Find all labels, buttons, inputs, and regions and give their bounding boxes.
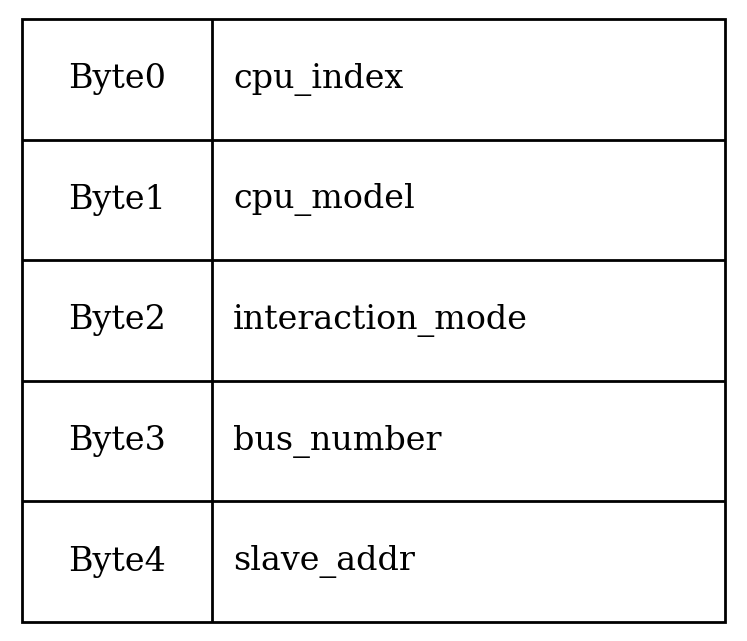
Text: Byte4: Byte4 bbox=[68, 545, 166, 578]
Text: slave_addr: slave_addr bbox=[233, 545, 415, 578]
Text: cpu_index: cpu_index bbox=[233, 63, 403, 96]
Text: interaction_mode: interaction_mode bbox=[233, 304, 528, 337]
Text: bus_number: bus_number bbox=[233, 424, 441, 458]
Text: Byte3: Byte3 bbox=[68, 425, 166, 457]
Text: cpu_model: cpu_model bbox=[233, 183, 415, 217]
Text: Byte1: Byte1 bbox=[68, 184, 166, 216]
Text: Byte0: Byte0 bbox=[68, 63, 166, 96]
Text: Byte2: Byte2 bbox=[68, 304, 166, 337]
